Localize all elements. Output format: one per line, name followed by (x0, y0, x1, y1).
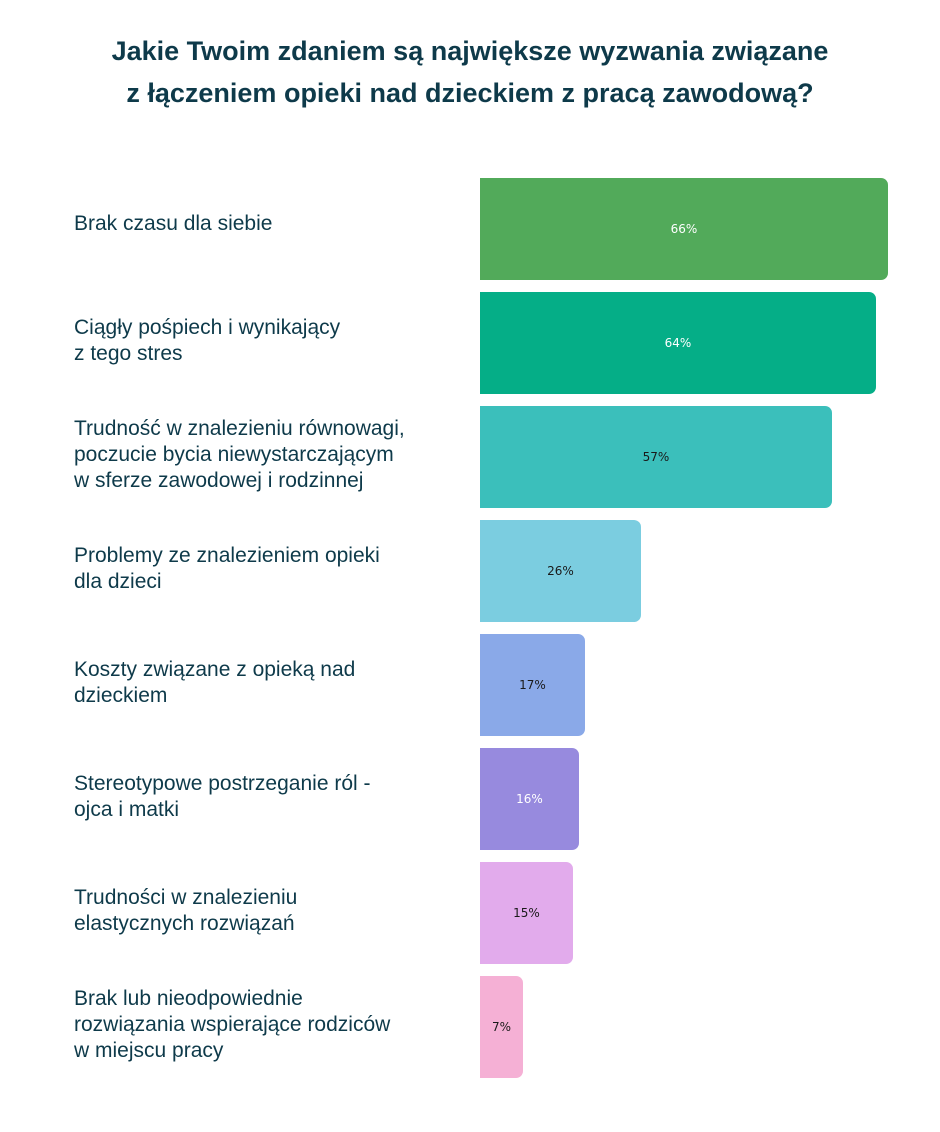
category-label-line: elastycznych rozwiązań (74, 912, 295, 935)
bar: 57% (480, 406, 832, 508)
category-label: Brak lub nieodpowiednie rozwiązania wspie… (74, 986, 464, 1064)
category-label-line: Brak czasu dla siebie (74, 212, 273, 235)
category-label-line: Trudność w znalezieniu równowagi, (74, 417, 405, 440)
category-label-line: Trudności w znalezieniu (74, 886, 298, 909)
bar: 7% (480, 976, 523, 1078)
bar-value-label: 66% (670, 222, 698, 236)
bar: 16% (480, 748, 579, 850)
category-label-line: Stereotypowe postrzeganie ról - (74, 772, 371, 795)
category-label-line: Koszty związane z opieką nad (74, 658, 356, 681)
bar-value-label: 16% (516, 792, 543, 806)
bar: 66% (480, 178, 888, 280)
bar: 26% (480, 520, 641, 622)
category-label: Stereotypowe postrzeganie ról - ojca i ma… (74, 771, 464, 823)
category-label-line: dzieckiem (74, 684, 168, 707)
category-label: Problemy ze znalezieniem opieki dla dziec… (74, 543, 464, 595)
category-label-line: w miejscu pracy (74, 1039, 224, 1062)
chart-title-line-1: Jakie Twoim zdaniem są największe wyzwan… (111, 36, 829, 66)
category-label-line: Brak lub nieodpowiednie (74, 987, 303, 1010)
bar: 15% (480, 862, 573, 964)
bar-value-label: 26% (547, 564, 574, 578)
bar-value-label: 64% (664, 336, 692, 350)
category-label: Brak czasu dla siebie (74, 211, 464, 237)
category-label-line: dla dzieci (74, 570, 162, 593)
category-label-line: poczucie bycia niewystarczającym (74, 443, 394, 466)
bar: 64% (480, 292, 876, 394)
category-label: Trudności w znalezieniu elastycznych rozw… (74, 885, 464, 937)
bar-value-label: 7% (491, 1020, 512, 1034)
category-label: Ciągły pośpiech i wynikający z tego stres (74, 315, 464, 367)
category-label-line: Problemy ze znalezieniem opieki (74, 544, 380, 567)
category-label: Trudność w znalezieniu równowagi, poczuci… (74, 416, 464, 494)
category-label-line: z tego stres (74, 342, 183, 365)
bar-value-label: 57% (642, 450, 670, 464)
chart-title: Jakie Twoim zdaniem są największe wyzwan… (30, 30, 910, 114)
bar: 17% (480, 634, 585, 736)
category-label-line: Ciągły pośpiech i wynikający (74, 316, 341, 339)
bar-value-label: 17% (519, 678, 546, 692)
chart-title-line-2: z łączeniem opieki nad dzieckiem z pracą… (126, 78, 814, 108)
category-label-line: ojca i matki (74, 798, 180, 821)
category-label: Koszty związane z opieką nad dzieckiem (74, 657, 464, 709)
category-label-line: w sferze zawodowej i rodzinnej (74, 469, 364, 492)
bar-value-label: 15% (513, 906, 540, 920)
category-label-line: rozwiązania wspierające rodziców (74, 1013, 391, 1036)
